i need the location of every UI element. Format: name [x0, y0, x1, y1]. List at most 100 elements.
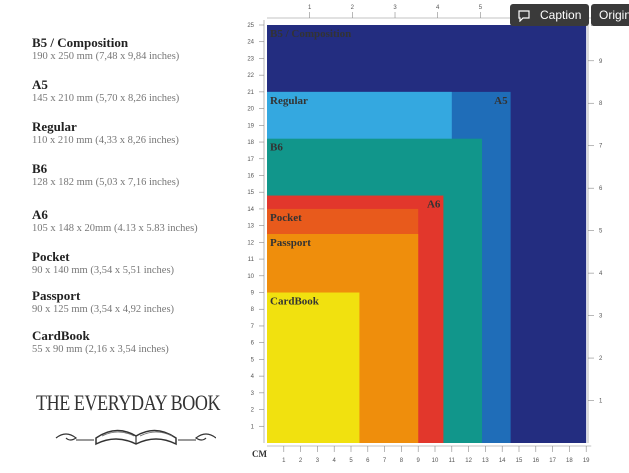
legend-entry: Passport 90 x 125 mm (3,54 x 4,92 inches)	[32, 289, 174, 316]
size-rect-cardbook	[267, 292, 360, 443]
top-inch-tick-label: 5	[479, 5, 483, 11]
y-axis-tick-label: 17	[247, 157, 254, 163]
y-axis-tick-label: 25	[247, 23, 254, 29]
x-axis-tick-label: 18	[566, 458, 573, 464]
y-axis-tick-label: 12	[247, 240, 254, 246]
y-axis-tick-label: 19	[247, 123, 254, 129]
legend-entry: B6 128 x 182 mm (5,03 x 7,16 inches)	[32, 162, 179, 189]
x-axis-tick-label: 8	[400, 458, 404, 464]
legend-entry: Regular 110 x 210 mm (4,33 x 8,26 inches)	[32, 120, 179, 147]
right-inch-tick-label: 4	[599, 271, 603, 277]
size-rect-label: B5 / Composition	[270, 28, 351, 40]
y-axis-tick-label: 11	[248, 257, 255, 263]
y-axis-tick-label: 18	[247, 140, 254, 146]
legend-entry-name: Pocket	[32, 249, 70, 264]
y-axis-tick-label: 14	[247, 207, 254, 213]
open-book-icon	[55, 429, 216, 446]
y-axis-tick-label: 10	[247, 274, 254, 280]
x-axis-tick-label: 13	[482, 458, 489, 464]
legend-entry-dims: 105 x 148 x 20mm (4.13 x 5.83 inches)	[32, 223, 198, 234]
right-inch-tick-label: 6	[599, 186, 603, 192]
x-axis-tick-label: 5	[349, 458, 353, 464]
y-axis-tick-label: 20	[247, 107, 254, 113]
legend-entry-name: A6	[32, 207, 48, 222]
size-rect-label: Regular	[270, 95, 308, 107]
size-rect-label: A6	[427, 199, 441, 211]
legend-entry: B5 / Composition 190 x 250 mm (7,48 x 9,8…	[32, 36, 179, 63]
legend-entry-dims: 145 x 210 mm (5,70 x 8,26 inches)	[32, 93, 180, 104]
legend-entry-name: Passport	[32, 288, 81, 303]
legend-entry-dims: 110 x 210 mm (4,33 x 8,26 inches)	[32, 135, 179, 146]
size-rect-label: CardBook	[270, 296, 320, 308]
top-inch-tick-label: 4	[436, 5, 440, 11]
right-inch-tick-label: 1	[599, 399, 603, 405]
x-axis-tick-label: 12	[465, 458, 472, 464]
y-axis-tick-label: 1	[251, 424, 255, 430]
size-rect-label: B6	[270, 142, 283, 154]
legend-entry: Pocket 90 x 140 mm (3,54 x 5,51 inches)	[32, 250, 174, 277]
x-axis-tick-label: 1	[282, 458, 286, 464]
x-axis-tick-label: 10	[432, 458, 439, 464]
caption-icon-button[interactable]	[510, 4, 538, 26]
logo-text: THE EVERYDAY BOOK	[36, 390, 221, 415]
y-axis-tick-label: 22	[247, 73, 254, 79]
y-axis-tick-label: 23	[247, 56, 254, 62]
top-inch-tick-label: 1	[308, 5, 312, 11]
size-rect-label: Passport	[270, 237, 311, 249]
legend-entry-dims: 55 x 90 mm (2,16 x 3,54 inches)	[32, 344, 169, 355]
x-axis-tick-label: 19	[583, 458, 590, 464]
legend-entry-dims: 128 x 182 mm (5,03 x 7,16 inches)	[32, 177, 180, 188]
x-axis-tick-label: 17	[549, 458, 556, 464]
legend-entry-dims: 190 x 250 mm (7,48 x 9,84 inches)	[32, 51, 180, 62]
y-axis-tick-label: 24	[247, 40, 254, 46]
y-axis-tick-label: 7	[251, 324, 255, 330]
x-axis-tick-label: 16	[532, 458, 539, 464]
right-inch-tick-label: 7	[599, 144, 603, 150]
y-axis-tick-label: 9	[251, 291, 255, 297]
right-inch-tick-label: 9	[599, 59, 603, 65]
y-axis-tick-label: 15	[247, 190, 254, 196]
y-axis-tick-label: 4	[251, 374, 255, 380]
y-axis-tick-label: 5	[251, 357, 255, 363]
size-rect-label: Pocket	[270, 212, 302, 224]
size-rect-label: A5	[494, 95, 508, 107]
top-inch-tick-label: 3	[393, 5, 397, 11]
y-axis-tick-label: 8	[251, 307, 255, 313]
legend-entry-name: Regular	[32, 119, 77, 134]
x-axis-tick-label: 9	[417, 458, 421, 464]
caption-button[interactable]: Caption	[532, 4, 590, 26]
original-button[interactable]: Origin	[591, 4, 629, 26]
legend-entry-name: B5 / Composition	[32, 35, 129, 50]
legend-entry: A6 105 x 148 x 20mm (4.13 x 5.83 inches)	[32, 208, 198, 235]
y-axis-tick-label: 13	[247, 224, 254, 230]
x-axis-tick-label: 7	[383, 458, 387, 464]
legend-entry: A5 145 x 210 mm (5,70 x 8,26 inches)	[32, 78, 179, 105]
right-inch-tick-label: 3	[599, 314, 603, 320]
y-axis-tick-label: 3	[251, 391, 255, 397]
legend-entry: CardBook 55 x 90 mm (2,16 x 3,54 inches)	[32, 329, 169, 356]
x-axis-tick-label: 14	[499, 458, 506, 464]
legend-entry-dims: 90 x 140 mm (3,54 x 5,51 inches)	[32, 265, 175, 276]
y-axis-tick-label: 21	[247, 90, 254, 96]
y-axis-tick-label: 2	[251, 408, 255, 414]
speech-bubble-icon	[518, 10, 530, 23]
right-inch-tick-label: 5	[599, 229, 603, 235]
x-axis-tick-label: 3	[316, 458, 320, 464]
legend-entry-name: A5	[32, 77, 48, 92]
legend-entry-dims: 90 x 125 mm (3,54 x 4,92 inches)	[32, 304, 175, 315]
y-axis-tick-label: 6	[251, 341, 255, 347]
y-axis-tick-label: 16	[247, 173, 254, 179]
right-inch-tick-label: 8	[599, 101, 603, 107]
right-inch-tick-label: 2	[599, 356, 603, 362]
legend-entry-name: CardBook	[32, 328, 90, 343]
x-axis-tick-label: 11	[449, 458, 456, 464]
legend-entry-name: B6	[32, 161, 48, 176]
x-axis-tick-label: 4	[333, 458, 337, 464]
x-axis-tick-label: 6	[366, 458, 370, 464]
top-inch-tick-label: 2	[351, 5, 355, 11]
everyday-book-logo: THE EVERYDAY BOOK	[36, 390, 221, 450]
x-axis-tick-label: 2	[299, 458, 303, 464]
x-axis-unit-label: CM	[252, 449, 267, 459]
x-axis-tick-label: 15	[516, 458, 523, 464]
